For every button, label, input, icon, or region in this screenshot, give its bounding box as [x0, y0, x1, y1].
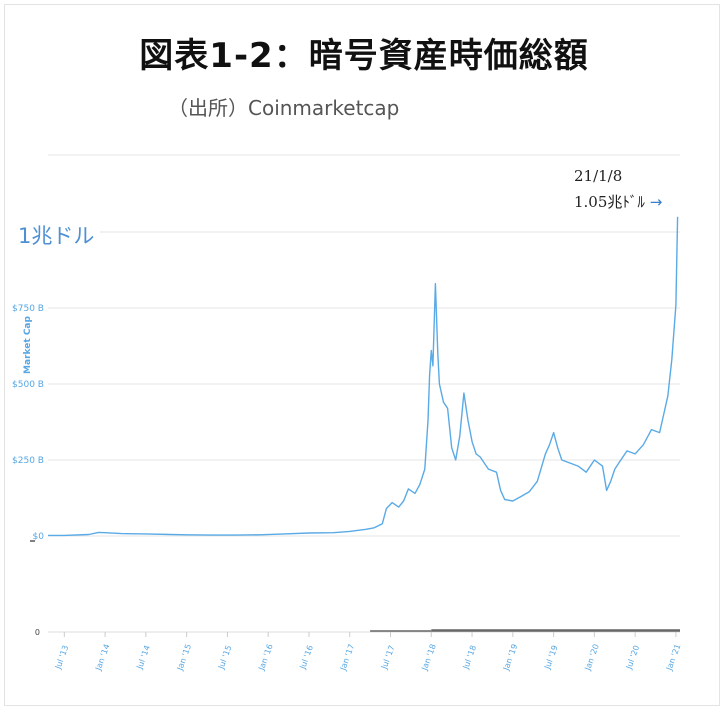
- x-tick-label: Jan '15: [175, 643, 193, 673]
- x-tick-label: Jul '14: [135, 644, 152, 671]
- y-tick-label: $0: [33, 532, 45, 542]
- callout-value: 1.05兆ﾄﾞﾙ: [574, 193, 645, 211]
- x-tick-label: Jan '16: [257, 643, 275, 673]
- x-tick-label: Jul '16: [298, 644, 315, 671]
- x-tick-label: Jan '19: [501, 643, 519, 673]
- x-tick-label: Jul '13: [53, 644, 70, 671]
- x-tick-label: Jan '18: [420, 643, 438, 673]
- trillion-label: 1兆ドル: [18, 224, 95, 248]
- y-tick-label: $750 B: [12, 304, 44, 314]
- x-tick-label: Jul '17: [379, 644, 396, 671]
- x-tick-label: Jan '14: [94, 643, 112, 673]
- x-tick-label: Jul '19: [542, 644, 559, 671]
- market-cap-line: [48, 216, 679, 537]
- source-note: （出所）Coinmarketcap: [168, 96, 400, 120]
- chart-frame: [4, 4, 720, 706]
- peak-callout: 21/1/8 1.05兆ﾄﾞﾙ →: [574, 163, 682, 215]
- callout-date: 21/1/8: [574, 167, 623, 185]
- callout-value-row: 1.05兆ﾄﾞﾙ →: [574, 189, 682, 215]
- volume-tick-label: 0: [35, 628, 40, 637]
- y-tick-label: $250 B: [12, 456, 44, 466]
- x-tick-label: Jan '17: [338, 643, 356, 673]
- chart-title: 図表1-2：暗号資産時価総額: [139, 36, 589, 76]
- arrow-right-icon: →: [649, 193, 663, 211]
- y-tick-label: $500 B: [12, 380, 44, 390]
- x-tick-label: Jul '15: [216, 644, 233, 671]
- x-tick-label: Jan '21: [664, 643, 682, 673]
- x-tick-label: Jan '20: [583, 643, 601, 673]
- x-tick-label: Jul '18: [461, 644, 478, 671]
- x-tick-label: Jul '20: [624, 644, 641, 671]
